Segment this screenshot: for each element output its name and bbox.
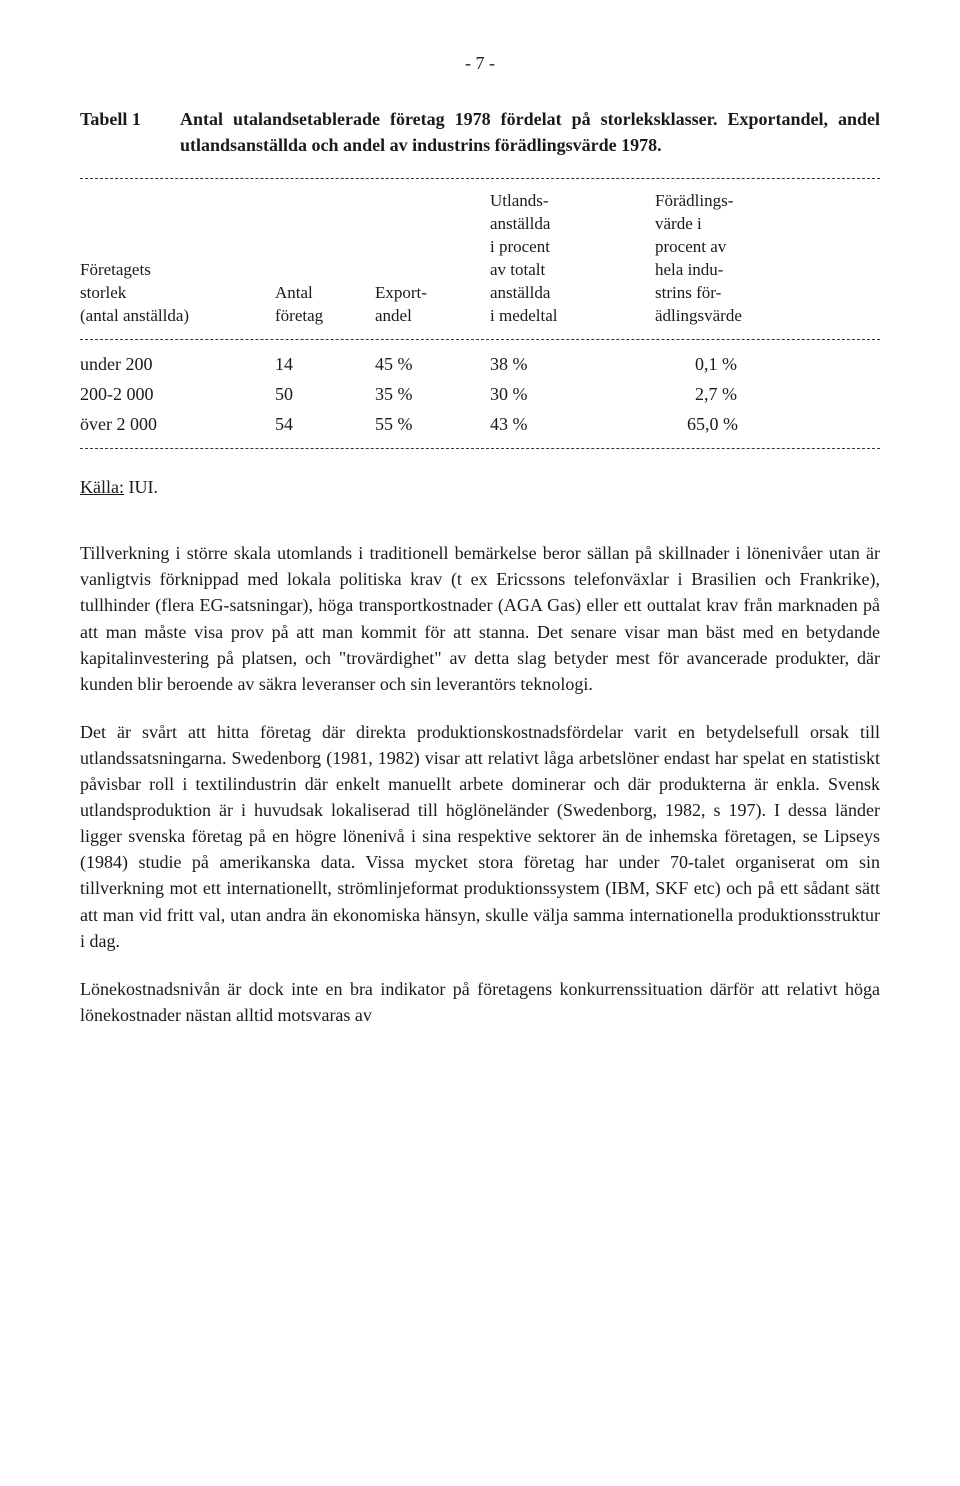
header-col3: Export-andel — [375, 282, 490, 328]
table-row: 200-2 000 50 35 % 30 % 2,7 % — [80, 379, 880, 409]
table-header-rule — [80, 339, 880, 340]
paragraph: Lönekostnadsnivån är dock inte en bra in… — [80, 976, 880, 1028]
cell-export: 35 % — [375, 381, 490, 407]
cell-value: 2,7 % — [655, 381, 850, 407]
header-col4: Utlands-anställdai procentav totaltanstä… — [490, 190, 655, 328]
cell-foreign: 30 % — [490, 381, 655, 407]
cell-export: 55 % — [375, 411, 490, 437]
header-col1: Företagetsstorlek(antal anställda) — [80, 259, 275, 328]
table-label: Tabell 1 — [80, 106, 180, 158]
source-text: IUI. — [124, 477, 158, 497]
cell-foreign: 38 % — [490, 351, 655, 377]
table-bottom-rule — [80, 448, 880, 449]
table-column-headers: Företagetsstorlek(antal anställda) Antal… — [80, 182, 880, 336]
table-source: Källa: IUI. — [80, 474, 880, 500]
paragraph: Det är svårt att hitta företag där direk… — [80, 719, 880, 954]
cell-export: 45 % — [375, 351, 490, 377]
cell-size: över 2 000 — [80, 411, 275, 437]
cell-value: 65,0 % — [655, 411, 850, 437]
page-number: - 7 - — [80, 50, 880, 76]
cell-foreign: 43 % — [490, 411, 655, 437]
paragraph: Tillverkning i större skala utomlands i … — [80, 540, 880, 697]
table-row: under 200 14 45 % 38 % 0,1 % — [80, 349, 880, 379]
table-caption: Antal utalandsetablerade företag 1978 fö… — [180, 106, 880, 158]
cell-count: 54 — [275, 411, 375, 437]
table-top-rule — [80, 178, 880, 179]
cell-count: 14 — [275, 351, 375, 377]
cell-size: 200-2 000 — [80, 381, 275, 407]
source-label: Källa: — [80, 477, 124, 497]
cell-count: 50 — [275, 381, 375, 407]
cell-value: 0,1 % — [655, 351, 850, 377]
table-row: över 2 000 54 55 % 43 % 65,0 % — [80, 409, 880, 439]
table-title-row: Tabell 1 Antal utalandsetablerade företa… — [80, 106, 880, 158]
header-col2: Antalföretag — [275, 282, 375, 328]
cell-size: under 200 — [80, 351, 275, 377]
header-col5: Förädlings-värde iprocent avhela indu-st… — [655, 190, 850, 328]
